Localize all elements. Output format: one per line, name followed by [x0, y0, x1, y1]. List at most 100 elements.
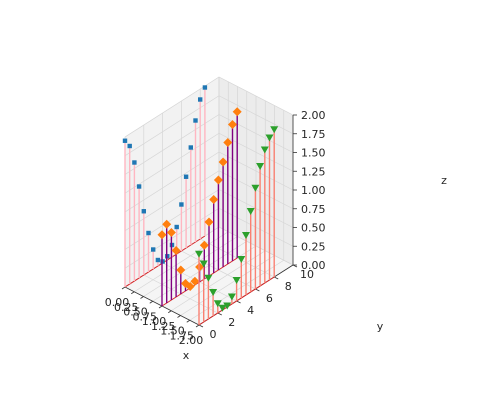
- diamond-marker: [185, 282, 195, 291]
- triangle-marker: [223, 302, 232, 310]
- triangle-marker: [227, 293, 236, 301]
- diamond-marker: [157, 230, 167, 240]
- square-marker: [188, 145, 193, 150]
- x-tick-label: 1.75: [170, 329, 195, 342]
- grid-line-z: [218, 132, 294, 172]
- diamond-marker: [232, 107, 242, 117]
- grid-line-z: [124, 114, 220, 175]
- square-marker: [141, 209, 146, 214]
- z-tick-label: 0.75: [301, 203, 326, 216]
- z-tick-label: 0.25: [301, 240, 326, 253]
- triangle-marker: [251, 184, 260, 192]
- x-tick-mark: [121, 286, 126, 290]
- x-tick-mark: [168, 310, 172, 314]
- x-tick-mark: [195, 324, 200, 328]
- triangle-marker: [218, 304, 227, 312]
- y-tick-label: 10: [300, 268, 314, 281]
- y-tick-label: 4: [247, 304, 254, 317]
- triangle-marker: [195, 250, 203, 258]
- triangle-marker: [213, 300, 222, 308]
- triangle-marker: [232, 277, 241, 284]
- square-marker: [151, 247, 156, 252]
- x-tick-mark: [149, 300, 153, 304]
- square-marker: [198, 97, 203, 102]
- x-tick-label: 1.50: [160, 325, 185, 338]
- z-tick-label: 0.00: [301, 259, 326, 272]
- z-tick-label: 2.00: [301, 109, 326, 122]
- grid-line-z: [124, 189, 220, 250]
- diamond-marker: [228, 120, 237, 129]
- grid-line-z: [124, 151, 220, 213]
- y-tick-label: 0: [210, 328, 217, 341]
- grid-line-x: [171, 250, 266, 312]
- y-tick-mark: [274, 276, 279, 280]
- x-tick-label: 0.00: [105, 296, 130, 309]
- grid-line-x: [134, 231, 229, 293]
- grid-line-x: [180, 255, 275, 316]
- grid-line-z: [124, 170, 220, 232]
- triangle-marker: [256, 163, 265, 170]
- tick-labels: 0.000.250.500.751.001.251.501.752.00 0246…: [105, 109, 326, 347]
- grid-line-z: [218, 76, 294, 116]
- x-tick-label: 0.50: [123, 306, 148, 319]
- y-tick-label: 6: [266, 292, 273, 305]
- square-marker: [174, 224, 179, 230]
- triangle-marker: [270, 126, 279, 134]
- diamond-marker: [190, 276, 200, 286]
- y-tick-mark: [255, 288, 260, 292]
- z-tick-label: 0.50: [301, 222, 326, 235]
- stem-baseline: [124, 235, 206, 288]
- grid-line-z: [218, 95, 294, 135]
- square-marker: [179, 202, 184, 207]
- diamond-marker: [223, 138, 233, 147]
- x-tick-label: 0.75: [133, 310, 158, 323]
- grid-line-z: [124, 95, 220, 157]
- x-tick-mark: [140, 296, 144, 299]
- x-tick-mark: [158, 305, 163, 309]
- diamond-marker: [199, 240, 209, 250]
- y-tick-label: 2: [228, 316, 235, 329]
- triangle-marker: [199, 260, 208, 268]
- square-marker: [146, 230, 151, 236]
- diamond-marker: [176, 265, 186, 275]
- diamond-marker: [209, 195, 219, 204]
- z-axis-label: z: [441, 174, 447, 187]
- square-marker: [183, 174, 189, 179]
- square-marker: [155, 257, 161, 263]
- grid-line-z: [218, 114, 294, 153]
- y-tick-label: 8: [285, 280, 292, 293]
- z-tick-label: 1.25: [301, 165, 326, 178]
- y-axis-label: y: [377, 320, 384, 333]
- x-tick-mark: [186, 319, 190, 323]
- square-marker: [202, 85, 208, 90]
- diamond-marker: [162, 219, 172, 229]
- x-tick-mark: [131, 291, 135, 295]
- x-tick-label: 0.25: [114, 301, 139, 314]
- diamond-marker: [218, 157, 228, 167]
- grid-line-z: [124, 132, 220, 194]
- data-marks: [122, 85, 279, 326]
- square-marker: [193, 118, 198, 123]
- square-marker: [122, 138, 128, 143]
- diamond-marker: [213, 175, 223, 185]
- square-marker: [136, 184, 142, 189]
- triangle-marker: [209, 289, 218, 296]
- triangle-marker: [265, 134, 274, 142]
- z-tick-label: 1.75: [301, 128, 326, 141]
- diamond-marker: [166, 228, 176, 237]
- z-tick-label: 1.50: [301, 147, 326, 160]
- grid-line-x: [143, 236, 238, 297]
- x-tick-label: 1.25: [151, 320, 176, 333]
- triangle-marker: [204, 274, 213, 282]
- y-tick-mark: [236, 300, 241, 304]
- square-marker: [127, 143, 132, 149]
- x-tick-label: 1.00: [142, 315, 167, 328]
- y-tick-mark: [217, 312, 222, 316]
- x-axis-label: x: [183, 349, 190, 362]
- triangle-marker: [246, 208, 255, 215]
- square-marker: [132, 160, 137, 165]
- series-1: [157, 107, 242, 307]
- y-tick-mark: [198, 324, 204, 328]
- diamond-marker: [171, 246, 181, 255]
